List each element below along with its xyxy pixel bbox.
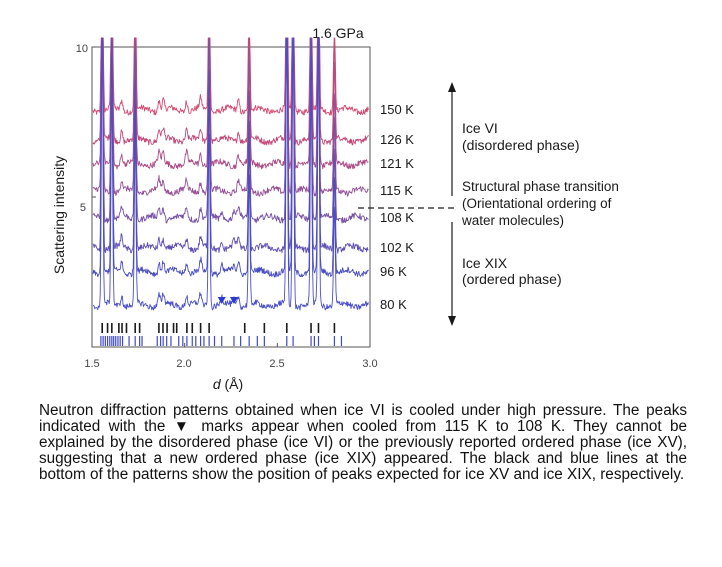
diffraction-figure: 1.6 GPa 150 K 126 K 121 K 115 K 108 K 102 K 96… bbox=[51, 25, 619, 392]
trace-150k bbox=[92, 37, 369, 116]
x-tick-label: 1.5 bbox=[84, 358, 99, 370]
ice-vi-sublabel: (disordered phase) bbox=[462, 137, 580, 153]
ice-xix-sublabel: (ordered phase) bbox=[462, 271, 562, 287]
trace-96k bbox=[92, 37, 369, 278]
transition-label: Structural phase transition bbox=[462, 179, 619, 194]
x-tick-label: 2.0 bbox=[176, 358, 191, 370]
transition-sublabel: water molecules) bbox=[461, 213, 564, 228]
temperature-label: 150 K bbox=[380, 102, 414, 117]
trace-80k bbox=[92, 37, 369, 311]
temperature-label: 121 K bbox=[380, 156, 414, 171]
peak-position-ticks bbox=[100, 323, 343, 346]
temperature-label: 115 K bbox=[380, 183, 413, 198]
temperature-label: 102 K bbox=[380, 240, 414, 255]
y-tick-label: 10 bbox=[76, 43, 88, 55]
x-tick-label: 3.0 bbox=[362, 358, 377, 370]
trace-115k bbox=[92, 37, 369, 197]
y-tick-label: 5 bbox=[80, 202, 86, 214]
chart-title: 1.6 GPa bbox=[312, 25, 364, 41]
ice-xix-label: Ice XIX bbox=[462, 255, 508, 271]
phase-annotation: Ice VI (disordered phase) Structural pha… bbox=[358, 82, 619, 326]
transition-sublabel: (Orientational ordering of bbox=[462, 196, 612, 211]
diffraction-traces bbox=[92, 37, 369, 311]
temperature-label: 108 K bbox=[380, 210, 414, 225]
figure-caption: Neutron diffraction patterns obtained wh… bbox=[39, 402, 687, 483]
new-peak-marker bbox=[229, 297, 238, 304]
temperature-label: 126 K bbox=[380, 132, 414, 147]
arrow-head-down bbox=[448, 316, 456, 326]
temperature-label: 96 K bbox=[380, 264, 407, 279]
axis-ticks bbox=[91, 46, 371, 347]
new-peak-marker bbox=[217, 297, 226, 304]
x-tick-label: 2.5 bbox=[269, 358, 284, 370]
temperature-labels: 150 K 126 K 121 K 115 K 108 K 102 K 96 K 80 K bbox=[380, 102, 414, 312]
trace-102k bbox=[92, 37, 369, 254]
new-peak-markers bbox=[217, 297, 238, 304]
arrow-head-up bbox=[448, 82, 456, 92]
trace-108k bbox=[92, 37, 369, 224]
temperature-label: 80 K bbox=[380, 297, 407, 312]
x-axis-label: d (Å) bbox=[213, 376, 243, 392]
y-axis-label: Scattering intensity bbox=[51, 156, 67, 274]
trace-121k bbox=[92, 37, 369, 170]
ice-vi-label: Ice VI bbox=[462, 120, 498, 136]
trace-126k bbox=[92, 37, 369, 146]
